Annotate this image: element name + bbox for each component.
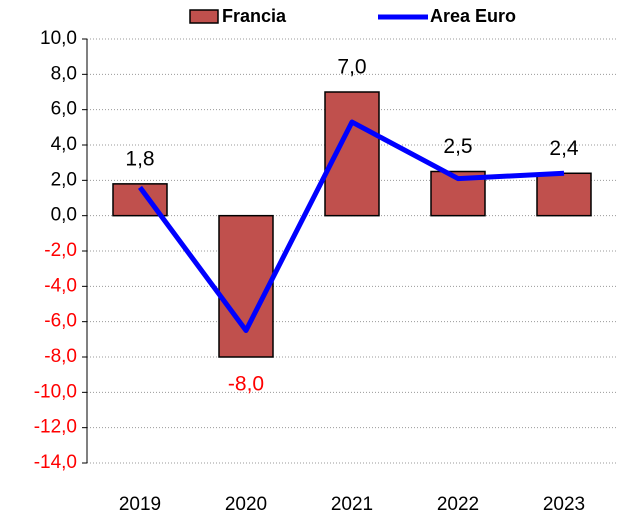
legend-label: Francia [222, 6, 287, 26]
y-tick-label: 4,0 [51, 134, 77, 155]
data-label: 2,5 [443, 135, 472, 158]
y-tick-label: -8,0 [44, 346, 77, 367]
data-label: 7,0 [337, 56, 366, 79]
bar [218, 214, 274, 358]
y-tick-label: -12,0 [34, 417, 77, 438]
x-tick-label: 2022 [437, 494, 479, 515]
y-tick-label: 10,0 [40, 28, 77, 49]
y-tick-label: -6,0 [44, 311, 77, 332]
y-tick-label: -2,0 [44, 240, 77, 261]
bar [536, 172, 592, 217]
data-label: 1,8 [125, 147, 154, 170]
line [137, 119, 565, 333]
x-tick-label: 2021 [331, 494, 373, 515]
y-tick-label: 8,0 [51, 63, 77, 84]
legend-label: Area Euro [430, 6, 516, 26]
data-label: -8,0 [228, 373, 264, 396]
y-tick-label: -4,0 [44, 275, 77, 296]
legend-swatch [189, 9, 219, 24]
data-label: 2,4 [549, 137, 579, 160]
y-tick-label: 0,0 [51, 205, 77, 226]
y-tick-label: -10,0 [34, 381, 77, 402]
y-tick-label: -14,0 [34, 452, 77, 473]
x-tick-label: 2019 [119, 494, 161, 515]
y-tick-label: 6,0 [51, 99, 77, 120]
x-tick-label: 2020 [225, 494, 267, 515]
y-tick-label: 2,0 [51, 169, 77, 190]
x-tick-label: 2023 [543, 494, 585, 515]
